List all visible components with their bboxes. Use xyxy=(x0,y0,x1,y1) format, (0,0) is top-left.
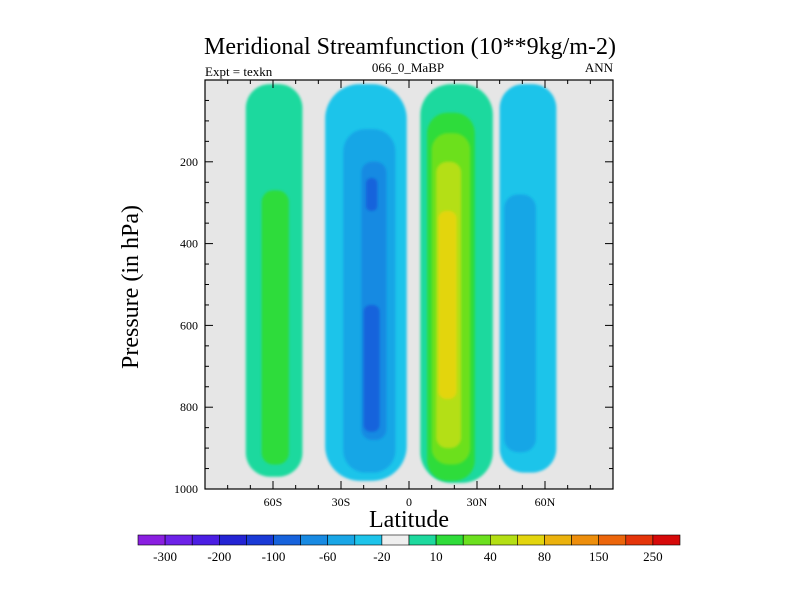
colorbar-swatch xyxy=(246,534,274,546)
colorbar-swatch xyxy=(219,534,247,546)
colorbar-swatch xyxy=(517,534,545,546)
subtitle-center: 066_0_MaBP xyxy=(372,60,444,75)
y-tick-label: 200 xyxy=(180,155,198,169)
colorbar-swatch xyxy=(137,534,166,546)
colorbar-label: -200 xyxy=(207,549,231,564)
colorbar-label: -20 xyxy=(373,549,390,564)
colorbar-label: 10 xyxy=(430,549,443,564)
subtitle-left: Expt = texkn xyxy=(205,64,273,79)
y-tick-label: 1000 xyxy=(174,482,198,496)
contour-region xyxy=(504,194,536,453)
x-tick-label: 0 xyxy=(406,495,412,509)
colorbar-swatch xyxy=(435,534,464,546)
x-tick-label: 30S xyxy=(332,495,351,509)
colorbar-swatch xyxy=(408,534,437,546)
y-axis: 200 400 600 800 1000 xyxy=(174,79,613,496)
colorbar-swatch xyxy=(489,534,518,546)
colorbar-swatch xyxy=(544,534,572,546)
colorbar-swatch xyxy=(273,534,301,546)
colorbar-swatch xyxy=(327,534,356,546)
colorbar-swatch xyxy=(598,534,627,546)
colorbar-swatch xyxy=(381,534,410,546)
contour-region xyxy=(438,210,457,400)
colorbar-swatch xyxy=(164,534,193,546)
colorbar-label: 40 xyxy=(484,549,497,564)
chart-title: Meridional Streamfunction (10**9kg/m-2) xyxy=(204,34,616,60)
colorbar-swatch xyxy=(571,534,599,546)
x-tick-label: 30N xyxy=(467,495,488,509)
x-tick-label: 60S xyxy=(264,495,283,509)
contour-region xyxy=(363,304,380,432)
colorbar-label: -300 xyxy=(153,549,177,564)
y-axis-title: Pressure (in hPa) xyxy=(118,205,144,369)
x-tick-label: 60N xyxy=(535,495,556,509)
contour-region xyxy=(365,178,378,211)
colorbar-label: 80 xyxy=(538,549,551,564)
colorbar-swatch xyxy=(300,534,329,546)
contour-region xyxy=(261,190,289,465)
x-axis: 60S 30S 0 30N 60N xyxy=(204,80,614,509)
y-tick-label: 400 xyxy=(180,237,198,251)
y-tick-label: 800 xyxy=(180,400,198,414)
colorbar-label: -100 xyxy=(262,549,286,564)
colorbar-swatch xyxy=(462,534,491,546)
colorbar-label: -60 xyxy=(319,549,336,564)
colorbar-swatch xyxy=(652,534,681,546)
contour-fills xyxy=(245,84,557,483)
y-tick-label: 600 xyxy=(180,318,198,332)
colorbar-label: 150 xyxy=(589,549,609,564)
colorbar-swatch xyxy=(191,534,220,546)
subtitle-right: ANN xyxy=(585,60,614,75)
colorbar-label: 250 xyxy=(643,549,663,564)
colorbar: -300 -200 -100 -60 -20 10 40 80 150 250 xyxy=(137,534,681,564)
colorbar-swatch xyxy=(625,534,654,546)
x-axis-title: Latitude xyxy=(369,507,449,533)
colorbar-swatch xyxy=(354,534,383,546)
